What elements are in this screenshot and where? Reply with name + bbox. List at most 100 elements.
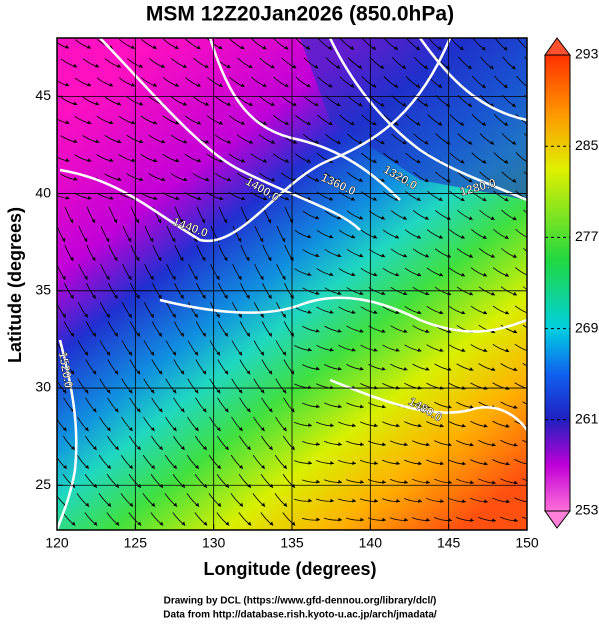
stream-arrow — [197, 158, 202, 163]
stream-arrow — [116, 63, 121, 68]
stream-arrow — [438, 197, 443, 201]
stream-arrow — [106, 313, 110, 318]
stream-arrow — [204, 64, 209, 68]
stream-arrow — [380, 64, 384, 69]
stream-arrow — [70, 332, 74, 337]
stream-arrow — [395, 348, 400, 352]
stream-arrow — [114, 332, 118, 337]
stream-arrow — [240, 83, 245, 87]
stream-arrow — [426, 517, 430, 522]
stream-arrow — [316, 442, 320, 446]
stream-arrow — [380, 102, 385, 107]
contour-line — [99, 38, 361, 231]
stream-arrow — [439, 423, 444, 428]
stream-arrow — [203, 521, 208, 526]
stream-arrow — [262, 45, 267, 50]
stream-arrow — [94, 63, 99, 68]
stream-arrow — [245, 256, 250, 261]
stream-arrow — [424, 253, 429, 258]
stream-arrow — [117, 101, 122, 106]
stream-arrow — [482, 272, 487, 277]
stream-arrow — [513, 367, 518, 371]
stream-arrow — [224, 332, 228, 337]
stream-arrow — [336, 178, 341, 182]
stream-arrow — [373, 385, 378, 390]
stream-arrow — [159, 483, 163, 488]
stream-arrow — [292, 102, 297, 106]
stream-arrow — [358, 64, 363, 69]
stream-arrow — [109, 120, 114, 125]
stream-arrow — [86, 45, 91, 49]
stream-arrow — [316, 479, 320, 484]
stream-arrow — [91, 219, 96, 224]
stream-arrow — [350, 83, 355, 88]
stream-arrow — [337, 404, 342, 409]
stream-arrow — [150, 389, 155, 394]
stream-arrow — [180, 294, 184, 299]
stream-arrow — [358, 215, 363, 220]
stream-arrow — [425, 367, 430, 371]
stream-arrow — [404, 517, 408, 522]
stream-arrow — [128, 389, 133, 394]
stream-arrow — [217, 464, 221, 469]
stream-arrow — [292, 64, 297, 69]
stream-arrow — [109, 196, 114, 200]
stream-arrow — [469, 367, 474, 371]
stream-arrow — [194, 351, 198, 356]
stream-arrow — [418, 499, 422, 503]
stream-arrow — [395, 310, 400, 314]
stream-arrow — [371, 46, 376, 50]
stream-arrow — [284, 83, 289, 88]
stream-arrow — [139, 101, 144, 106]
stream-arrow — [307, 272, 312, 276]
stream-arrow — [181, 483, 185, 488]
stream-arrow — [490, 216, 495, 220]
stream-arrow — [306, 159, 311, 163]
stream-arrow — [330, 460, 334, 465]
stream-arrow — [72, 63, 77, 68]
contour-line — [328, 38, 527, 202]
stream-arrow — [261, 464, 265, 469]
stream-arrow — [358, 102, 363, 107]
stream-arrow — [351, 272, 356, 276]
stream-arrow — [131, 120, 136, 125]
stream-arrow — [282, 389, 287, 394]
stream-arrow — [461, 461, 466, 466]
streamline — [514, 343, 527, 352]
stream-arrow — [481, 46, 486, 51]
stream-arrow — [92, 294, 96, 299]
stream-arrow — [157, 219, 162, 224]
stream-arrow — [175, 196, 180, 200]
stream-arrow — [218, 120, 223, 125]
y-tick-label: 40 — [35, 184, 51, 200]
stream-arrow — [238, 351, 242, 356]
stream-arrow — [136, 332, 140, 337]
stream-arrow — [197, 196, 202, 200]
stream-arrow — [416, 121, 421, 126]
stream-arrow — [246, 294, 250, 299]
stream-arrow — [404, 480, 408, 484]
stream-arrow — [491, 329, 496, 334]
stream-arrow — [158, 446, 163, 450]
stream-arrow — [87, 195, 92, 200]
stream-arrow — [504, 197, 509, 202]
stream-arrow — [107, 464, 111, 469]
stream-arrow — [239, 464, 243, 469]
stream-arrow — [490, 178, 495, 183]
stream-arrow — [268, 332, 272, 337]
stream-arrow — [173, 464, 177, 469]
contour-line — [418, 38, 527, 122]
x-axis-label: Longitude (degrees) — [203, 559, 376, 579]
stream-arrow — [350, 196, 355, 201]
stream-arrow — [381, 291, 386, 295]
stream-arrow — [329, 423, 334, 428]
stream-arrow — [373, 310, 378, 314]
stream-arrow — [503, 46, 508, 51]
stream-arrow — [470, 518, 474, 522]
stream-arrow — [338, 479, 342, 484]
streamline — [516, 75, 527, 87]
stream-arrow — [417, 348, 422, 352]
stream-arrow — [226, 102, 231, 106]
stream-arrow — [439, 461, 444, 466]
stream-arrow — [394, 121, 399, 126]
